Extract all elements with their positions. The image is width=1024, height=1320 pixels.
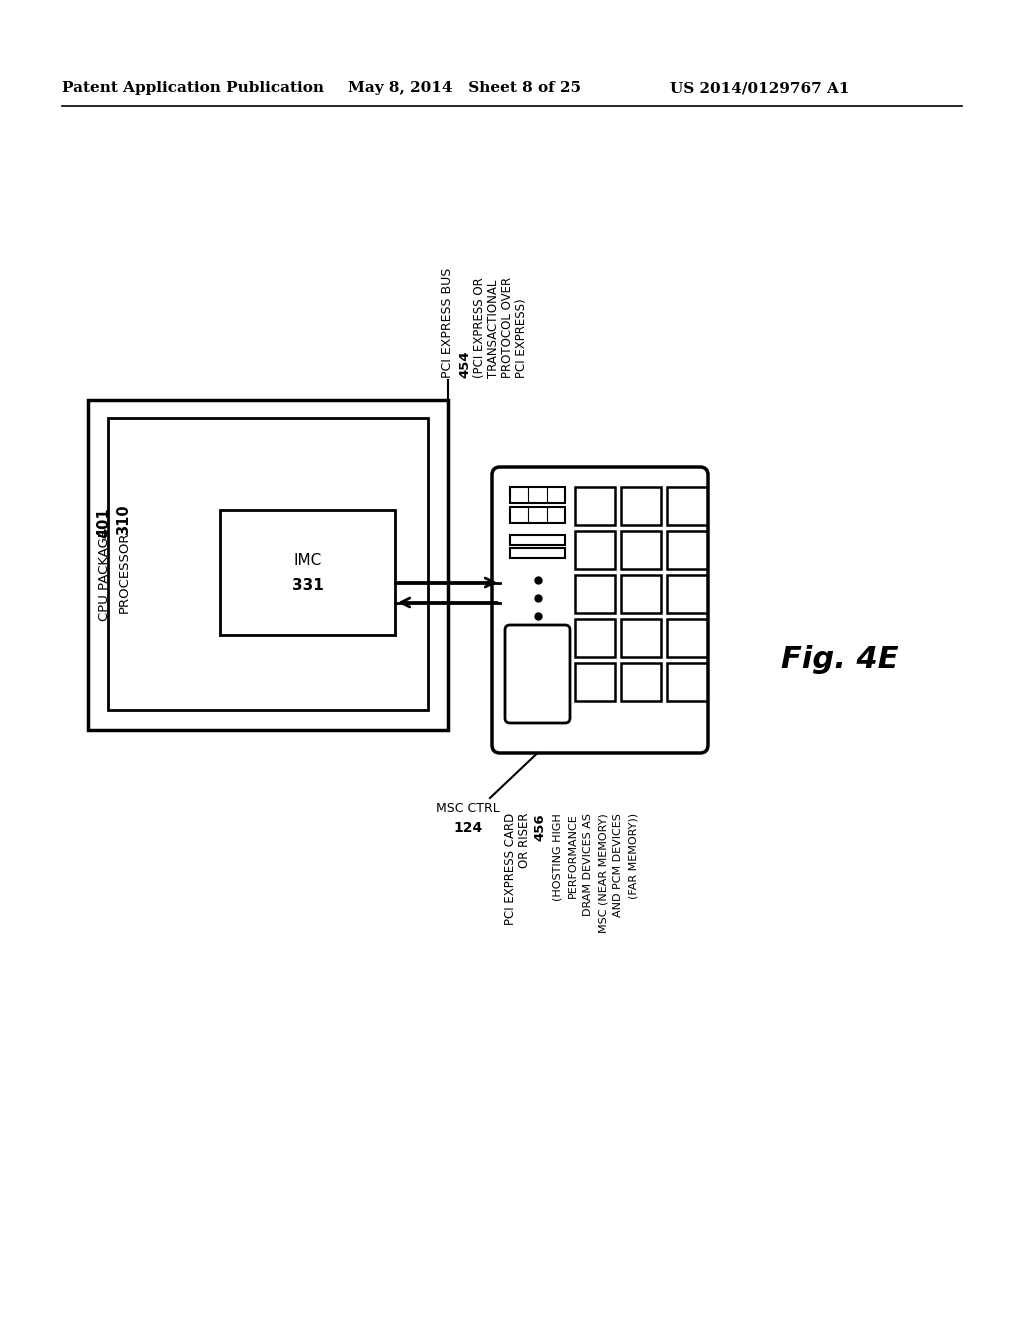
Text: TRANSACTIONAL: TRANSACTIONAL bbox=[487, 280, 500, 378]
Bar bbox=[667, 576, 707, 612]
Bar bbox=[575, 576, 615, 612]
Text: MSC CTRL: MSC CTRL bbox=[436, 801, 500, 814]
Bar bbox=[575, 531, 615, 569]
Text: 454: 454 bbox=[458, 350, 471, 378]
Text: PCI EXPRESS BUS: PCI EXPRESS BUS bbox=[441, 268, 454, 378]
Bar bbox=[667, 619, 707, 657]
Text: CPU PACKAGE: CPU PACKAGE bbox=[97, 529, 111, 622]
Text: May 8, 2014   Sheet 8 of 25: May 8, 2014 Sheet 8 of 25 bbox=[348, 81, 581, 95]
Text: DRAM DEVICES AS: DRAM DEVICES AS bbox=[583, 813, 593, 916]
Bar bbox=[621, 576, 662, 612]
Text: 310: 310 bbox=[117, 504, 131, 536]
Bar bbox=[621, 531, 662, 569]
Bar bbox=[510, 487, 565, 503]
Text: PROTOCOL OVER: PROTOCOL OVER bbox=[501, 277, 514, 378]
Text: Patent Application Publication: Patent Application Publication bbox=[62, 81, 324, 95]
Text: PROCESSOR: PROCESSOR bbox=[118, 531, 130, 612]
Bar bbox=[510, 548, 565, 558]
Bar bbox=[621, 619, 662, 657]
FancyBboxPatch shape bbox=[492, 467, 708, 752]
Text: PERFORMANCE: PERFORMANCE bbox=[568, 813, 578, 898]
Bar bbox=[667, 531, 707, 569]
Bar bbox=[88, 400, 449, 730]
Text: (HOSTING HIGH: (HOSTING HIGH bbox=[553, 813, 563, 900]
Bar bbox=[667, 663, 707, 701]
Text: 401: 401 bbox=[96, 508, 112, 539]
Text: 456: 456 bbox=[534, 813, 547, 841]
Bar bbox=[220, 510, 395, 635]
Text: PCI EXPRESS CARD: PCI EXPRESS CARD bbox=[504, 813, 516, 925]
Text: Fig. 4E: Fig. 4E bbox=[781, 645, 899, 675]
Text: IMC: IMC bbox=[293, 553, 322, 568]
Bar bbox=[575, 487, 615, 525]
Text: 331: 331 bbox=[292, 578, 324, 593]
Text: PCI EXPRESS): PCI EXPRESS) bbox=[515, 298, 528, 378]
Bar bbox=[108, 418, 428, 710]
Bar bbox=[510, 535, 565, 545]
Bar bbox=[621, 663, 662, 701]
Text: (FAR MEMORY)): (FAR MEMORY)) bbox=[628, 813, 638, 899]
Text: 124: 124 bbox=[454, 821, 482, 836]
Text: MSC (NEAR MEMORY): MSC (NEAR MEMORY) bbox=[598, 813, 608, 933]
FancyBboxPatch shape bbox=[505, 624, 570, 723]
Text: (PCI EXPRESS OR: (PCI EXPRESS OR bbox=[473, 277, 486, 378]
Text: AND PCM DEVICES: AND PCM DEVICES bbox=[613, 813, 623, 917]
Text: US 2014/0129767 A1: US 2014/0129767 A1 bbox=[670, 81, 850, 95]
Bar bbox=[510, 507, 565, 523]
Bar bbox=[575, 619, 615, 657]
Bar bbox=[621, 487, 662, 525]
Text: OR RISER: OR RISER bbox=[518, 813, 531, 869]
Bar bbox=[667, 487, 707, 525]
Bar bbox=[575, 663, 615, 701]
